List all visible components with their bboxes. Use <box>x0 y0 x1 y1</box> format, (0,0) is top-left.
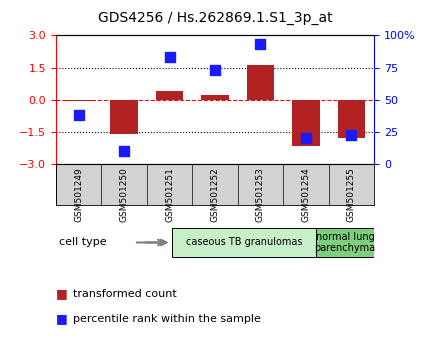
Bar <box>338 100 365 138</box>
Text: GSM501253: GSM501253 <box>256 167 265 222</box>
Point <box>257 41 264 47</box>
Point <box>212 67 218 73</box>
Text: caseous TB granulomas: caseous TB granulomas <box>186 238 302 247</box>
Bar <box>292 100 319 146</box>
Text: transformed count: transformed count <box>73 289 177 299</box>
Point <box>348 132 355 137</box>
Bar <box>156 91 183 100</box>
Point <box>166 55 173 60</box>
Text: GSM501251: GSM501251 <box>165 167 174 222</box>
Text: ■: ■ <box>56 287 68 300</box>
Bar <box>65 100 92 101</box>
Point <box>75 112 82 118</box>
Text: normal lung
parenchyma: normal lung parenchyma <box>315 232 376 253</box>
Point <box>121 148 128 154</box>
Bar <box>172 228 316 257</box>
Text: GSM501250: GSM501250 <box>120 167 129 222</box>
Text: ■: ■ <box>56 312 68 325</box>
Text: GSM501254: GSM501254 <box>301 167 310 222</box>
Bar <box>201 96 229 100</box>
Bar <box>111 100 138 134</box>
Bar <box>316 228 374 257</box>
Text: percentile rank within the sample: percentile rank within the sample <box>73 314 261 324</box>
Text: GSM501249: GSM501249 <box>74 167 83 222</box>
Bar <box>247 65 274 100</box>
Point <box>302 136 309 141</box>
Text: GSM501255: GSM501255 <box>347 167 356 222</box>
Text: GSM501252: GSM501252 <box>211 167 219 222</box>
Text: cell type: cell type <box>59 238 106 247</box>
Text: GDS4256 / Hs.262869.1.S1_3p_at: GDS4256 / Hs.262869.1.S1_3p_at <box>98 11 332 25</box>
